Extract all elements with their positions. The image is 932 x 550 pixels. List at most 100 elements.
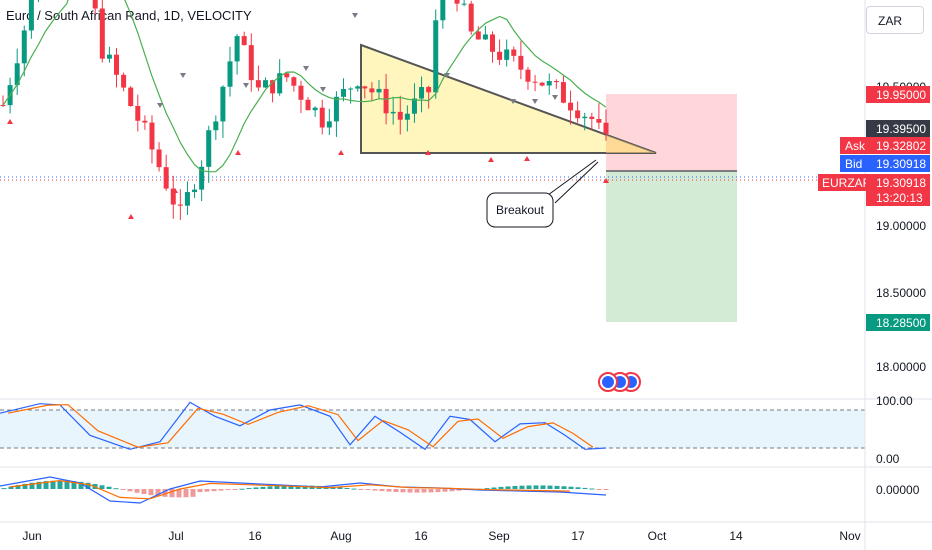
candle-body xyxy=(291,77,297,86)
currency-button[interactable]: ZAR xyxy=(866,6,924,34)
macd-histogram-bar xyxy=(288,485,294,489)
macd-histogram-bar xyxy=(274,485,280,489)
ask-price-tag xyxy=(866,137,930,154)
stop-price-tag xyxy=(866,86,930,103)
candle-body xyxy=(419,87,425,99)
candle-body xyxy=(461,3,467,5)
candle-body xyxy=(525,69,531,82)
candle-body xyxy=(192,189,198,193)
macd-histogram-bar xyxy=(1,488,7,490)
take-profit-zone xyxy=(606,171,737,322)
swing-low-marker xyxy=(603,178,609,183)
candle-body xyxy=(440,0,446,21)
candle-body xyxy=(539,82,545,86)
macd-histogram-bar xyxy=(449,489,455,492)
candle-body xyxy=(248,45,254,81)
candle-body xyxy=(184,192,190,206)
candle-body xyxy=(404,113,410,120)
candle-body xyxy=(497,51,503,60)
time-label-jul-16: 16 xyxy=(248,529,262,543)
swing-high-marker xyxy=(303,66,309,71)
macd-histogram-bar xyxy=(379,489,385,492)
macd-histogram-bar xyxy=(421,489,427,493)
entry-price-tag-text: 19.39500 xyxy=(876,122,926,136)
last-price-tag xyxy=(866,174,930,206)
moving-average-line xyxy=(2,0,607,173)
time-label-aug: Aug xyxy=(330,529,351,543)
macd-histogram-bar xyxy=(582,487,588,489)
swing-high-marker xyxy=(444,73,450,78)
macd-histogram-bar xyxy=(50,480,56,489)
candle-body xyxy=(504,49,510,60)
stop-price-tag-text: 19.95000 xyxy=(876,88,926,102)
macd-histogram-bar xyxy=(78,481,84,489)
chart-title: Euro / South African Rand, 1D, VELOCITY xyxy=(6,8,252,23)
ask-price-tag-text: 19.32802 xyxy=(876,139,926,153)
macd-histogram-bar xyxy=(456,489,462,491)
candle-body xyxy=(284,73,290,78)
macd-histogram-bar xyxy=(239,488,245,490)
candle-body xyxy=(390,111,396,114)
macd-histogram-bar xyxy=(505,486,511,489)
candle-body xyxy=(383,88,389,114)
price-scale[interactable]: 19.50000 19.00000 18.50000 18.00000 19.9… xyxy=(818,80,930,497)
economic-events-icons[interactable] xyxy=(598,372,641,392)
candle-body xyxy=(433,20,439,93)
candle-body xyxy=(532,81,538,83)
candle-body xyxy=(128,87,134,107)
candle-body xyxy=(156,149,162,168)
entry-price-tag xyxy=(866,120,930,137)
candle-body xyxy=(234,36,240,62)
macd-histogram-bar xyxy=(414,489,420,493)
candle-body xyxy=(596,118,602,123)
macd-histogram-bar xyxy=(568,486,574,489)
candle-body xyxy=(355,86,361,89)
symbol-tag xyxy=(818,174,866,191)
candle-body xyxy=(163,167,169,189)
candle-body xyxy=(255,80,261,88)
stoch-k-line xyxy=(0,401,607,451)
macd-histogram-bar xyxy=(120,489,126,490)
time-label-oct: Oct xyxy=(648,529,667,543)
candle-body xyxy=(227,61,233,87)
swing-markers xyxy=(7,13,609,219)
macd-histogram-bar xyxy=(71,481,77,489)
macd-histogram-bar xyxy=(428,489,434,493)
candle-body xyxy=(14,63,20,86)
time-axis[interactable]: Jun Jul 16 Aug 16 Sep 17 Oct 14 Nov xyxy=(22,529,860,543)
macd-histogram-bar xyxy=(57,480,63,489)
candle-body xyxy=(603,122,609,134)
candle-body xyxy=(468,3,474,32)
candle-body xyxy=(213,121,219,131)
take-profit-tag xyxy=(866,314,930,331)
macd-histogram-bar xyxy=(519,485,525,489)
macd-histogram-bar xyxy=(197,489,203,493)
macd-signal-line xyxy=(9,479,571,500)
candle-body xyxy=(482,34,488,40)
macd-histogram-bar xyxy=(435,489,441,493)
candle-body xyxy=(575,110,581,119)
bid-label: Bid xyxy=(845,157,862,171)
candle-body xyxy=(553,80,559,83)
time-label-oct-14: 14 xyxy=(729,529,743,543)
candle-body xyxy=(99,8,105,59)
stop-loss-zone xyxy=(606,94,737,171)
candle-body xyxy=(199,166,205,190)
macd-histogram-bar xyxy=(8,486,14,489)
macd-histogram-bar xyxy=(526,485,532,489)
macd-histogram-bar xyxy=(232,489,238,490)
swing-low-marker xyxy=(7,119,13,124)
breakout-pointer-2 xyxy=(554,161,599,204)
macd-histogram-bar xyxy=(554,485,560,489)
candle-body xyxy=(28,0,34,31)
macd-histogram-bar xyxy=(225,489,231,491)
macd-histogram-bar xyxy=(15,485,21,489)
macd-histogram-bar xyxy=(36,481,42,489)
macd-histogram-bar xyxy=(393,489,399,493)
price-tick-2: 19.00000 xyxy=(876,219,926,233)
time-label-jun: Jun xyxy=(22,529,41,543)
bar-countdown: 13:20:13 xyxy=(876,191,923,205)
breakout-label: Breakout xyxy=(496,203,545,217)
swing-high-marker xyxy=(320,87,326,92)
